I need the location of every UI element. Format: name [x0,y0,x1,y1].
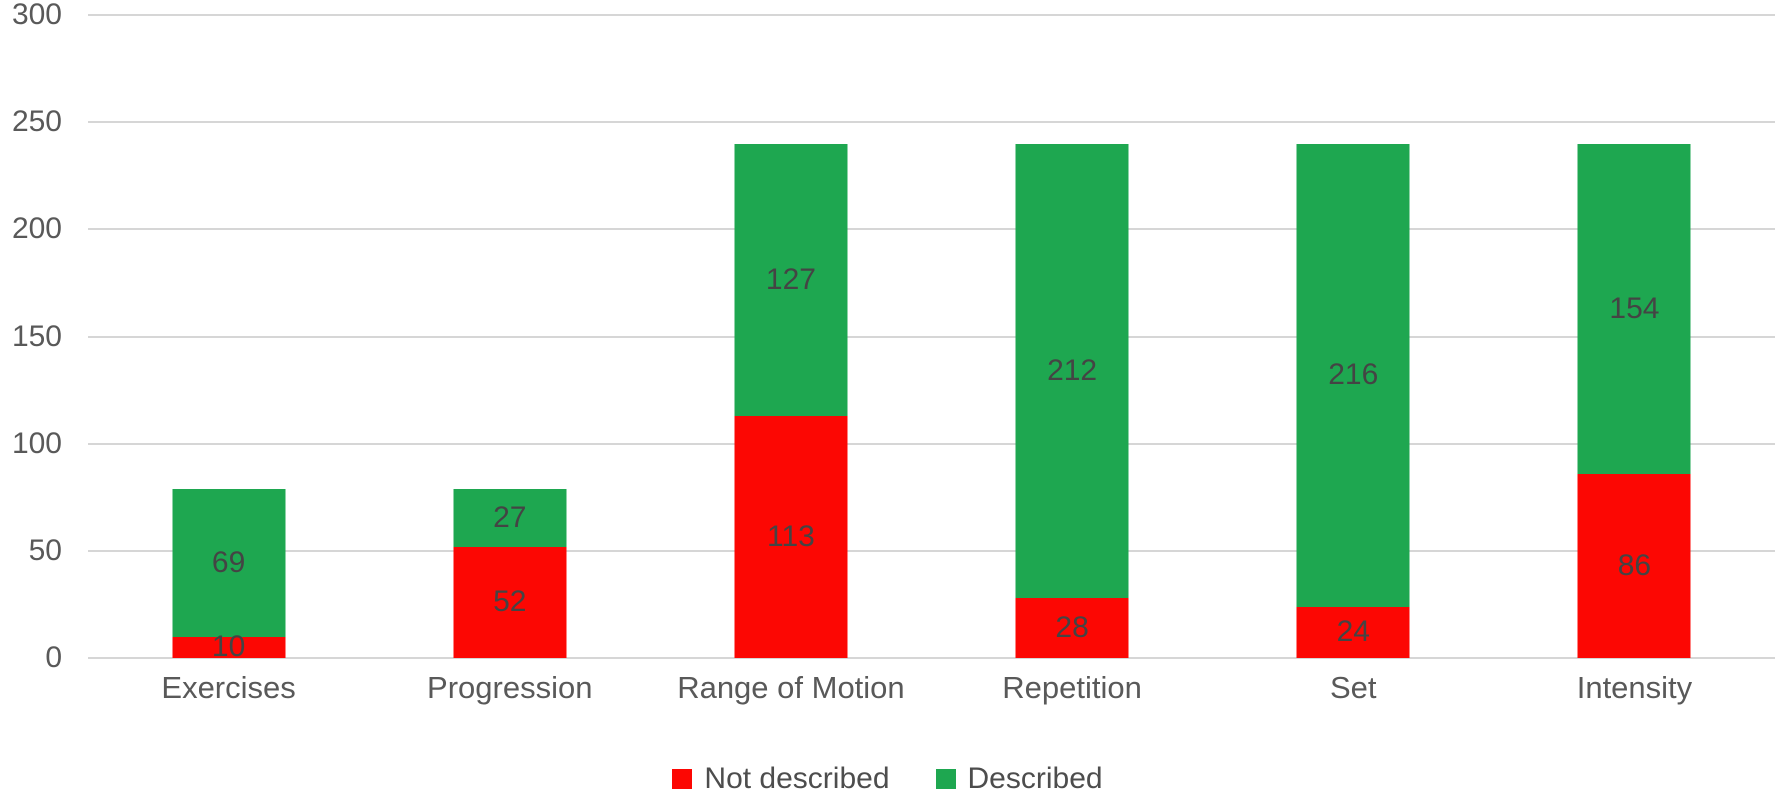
x-axis-label-range-of-motion: Range of Motion [677,670,905,705]
data-label: 216 [1328,358,1379,392]
data-label: 27 [493,500,527,534]
bar-group-progression: 52 27 [369,15,650,658]
bar-group-intensity: 86 154 [1494,15,1775,658]
x-axis: Exercises Progression Range of Motion Repet… [88,668,1775,708]
stacked-bar-range-of-motion: 113 127 [734,143,848,658]
bar-group-set: 24 216 [1213,15,1494,658]
gridline-250 [88,121,1775,124]
stacked-bar-intensity: 86 154 [1577,143,1691,658]
stacked-bar-exercises: 10 69 [172,488,286,663]
bar-group-exercises: 10 69 [88,15,369,663]
y-axis-label-150: 150 [11,319,62,353]
y-axis-label-200: 200 [11,212,62,246]
y-axis-label-0: 0 [45,641,62,674]
segment-described: 69 [172,488,286,637]
x-axis-label-exercises: Exercises [161,670,296,705]
stacked-bar-repetition: 28 212 [1015,143,1129,658]
stacked-bar-progression: 52 27 [453,488,567,658]
stacked-bar-set: 24 216 [1296,143,1410,658]
legend-item-not-described: Not described [672,762,890,796]
legend-swatch-icon-described [935,769,956,789]
data-label: 52 [493,585,527,619]
segment-not-described: 10 [172,630,286,663]
gridline-100 [88,442,1775,445]
legend-item-described: Described [935,762,1103,796]
data-label: 28 [1055,611,1089,644]
gridline-300 [88,14,1775,16]
segment-described: 127 [734,143,848,416]
segment-described: 212 [1015,143,1129,598]
data-label: 212 [1047,353,1098,387]
segment-described: 154 [1577,143,1691,474]
legend: Not described Described [0,762,1775,796]
y-axis-label-250: 250 [11,105,62,139]
gridline-50 [88,549,1775,552]
bar-group-repetition: 28 212 [932,15,1213,658]
data-label: 86 [1617,548,1652,582]
x-axis-label-intensity: Intensity [1576,670,1693,705]
x-axis-label-set: Set [1330,670,1377,705]
gridline-150 [88,335,1775,338]
data-label: 154 [1609,291,1660,325]
data-label: 24 [1336,615,1370,649]
y-axis: 0 50 100 150 200 250 300 [0,0,64,809]
segment-described: 216 [1296,143,1410,607]
legend-swatch-icon-not-described [672,769,693,789]
segment-not-described: 28 [1015,598,1129,658]
y-axis-label-100: 100 [11,426,62,460]
data-label: 113 [767,519,815,553]
data-label: 127 [765,262,816,296]
gridline-0 [88,657,1775,659]
plot-area: 10 69 52 27 113 127 28 212 24 216 86 154 [88,14,1775,663]
bar-group-range-of-motion: 113 127 [650,15,931,658]
bars-container: 10 69 52 27 113 127 28 212 24 216 86 154 [88,15,1775,663]
legend-label-not-described: Not described [704,762,890,795]
gridline-200 [88,228,1775,231]
y-axis-label-300: 300 [11,0,62,31]
segment-not-described: 113 [734,415,848,658]
x-axis-label-progression: Progression [427,670,593,705]
segment-not-described: 86 [1577,473,1691,658]
y-axis-label-50: 50 [28,533,62,567]
segment-not-described: 24 [1296,606,1410,658]
data-label: 69 [211,545,246,579]
legend-label-described: Described [967,762,1103,795]
segment-not-described: 52 [453,546,567,658]
x-axis-label-repetition: Repetition [1002,670,1142,705]
data-label: 10 [211,630,246,664]
segment-described: 27 [453,488,567,547]
